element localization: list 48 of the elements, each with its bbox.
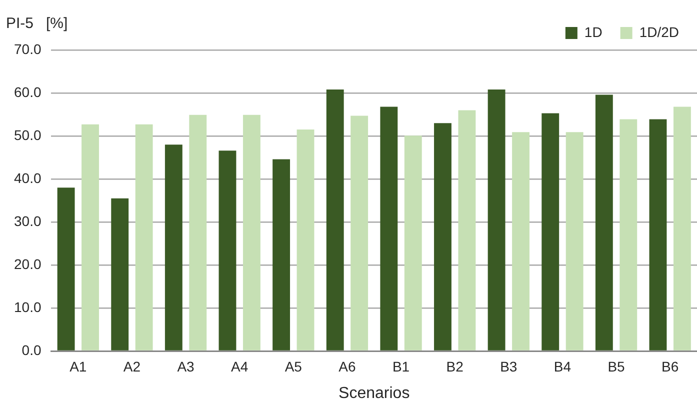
- x-tick-label: A4: [231, 358, 248, 374]
- bar: [242, 114, 260, 350]
- bar: [350, 116, 368, 350]
- bar: [434, 123, 452, 350]
- bar: [542, 113, 560, 350]
- legend-label: 1D: [584, 24, 602, 40]
- bar: [272, 159, 290, 350]
- x-tick-label: A3: [177, 358, 195, 374]
- x-tick-label: B5: [608, 358, 626, 374]
- y-tick-label: 30.0: [14, 212, 42, 229]
- bar: [82, 124, 99, 350]
- y-axis-title: PI-5 [%]: [6, 15, 68, 32]
- bar: [111, 198, 129, 350]
- x-tick-label: A5: [284, 358, 302, 374]
- x-tick-label: B3: [500, 358, 518, 374]
- y-tick-label: 70.0: [14, 40, 42, 57]
- x-tick-label: A2: [123, 358, 141, 374]
- x-tick-label: B4: [554, 358, 572, 374]
- y-tick-label: 50.0: [14, 126, 42, 143]
- bar: [135, 124, 153, 350]
- bar: [649, 119, 667, 350]
- bar: [380, 106, 398, 350]
- y-tick-label: 60.0: [14, 84, 42, 100]
- bar: [57, 188, 75, 350]
- x-tick-label: A6: [338, 358, 356, 374]
- y-tick-label: 40.0: [14, 170, 42, 186]
- bar: [566, 132, 584, 350]
- y-tick-label: 10.0: [14, 298, 42, 315]
- bar: [620, 119, 638, 350]
- legend-label: 1D/2D: [639, 24, 680, 40]
- bar: [458, 110, 476, 350]
- x-axis-title: Scenarios: [338, 384, 410, 402]
- x-tick-label: A1: [70, 358, 87, 374]
- bar: [189, 114, 207, 350]
- bar: [218, 150, 236, 350]
- x-tick-label: B1: [392, 358, 410, 374]
- bar: [673, 106, 691, 350]
- y-tick-label: 20.0: [14, 256, 42, 272]
- bar: [488, 90, 506, 350]
- bar: [404, 136, 422, 350]
- bar: [296, 130, 314, 350]
- x-tick-label: B6: [662, 358, 679, 374]
- y-tick-label: 0.0: [22, 342, 42, 358]
- x-tick-label: B2: [446, 358, 464, 374]
- bar: [326, 90, 344, 350]
- bar: [164, 144, 182, 350]
- bar: [595, 94, 613, 350]
- bar: [512, 132, 530, 350]
